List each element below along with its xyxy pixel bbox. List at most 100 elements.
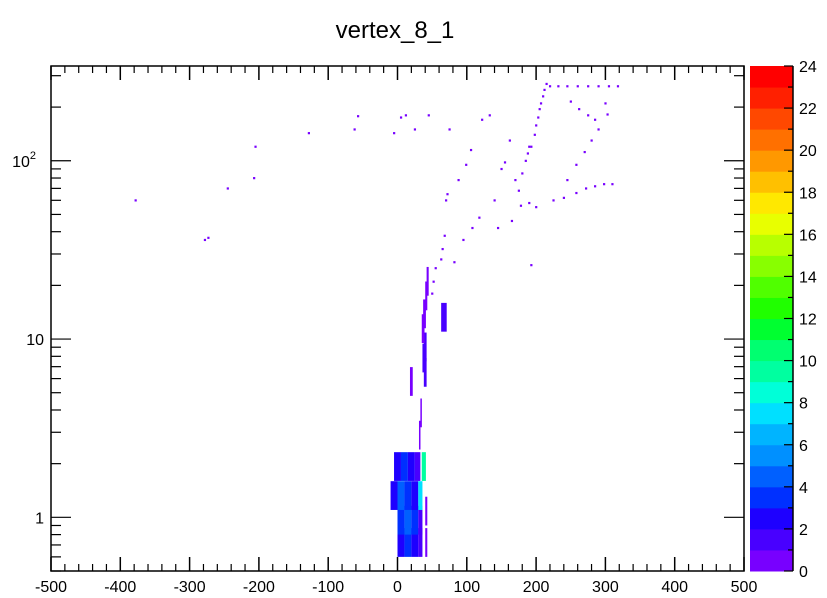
heatmap-point	[566, 85, 569, 88]
heatmap-point	[500, 167, 503, 171]
heatmap-point	[399, 116, 403, 119]
heatmap-point	[616, 85, 620, 88]
heatmap-point	[203, 238, 207, 242]
heatmap-point	[469, 148, 473, 152]
heatmap-cell	[418, 420, 421, 450]
x-tick-label: -500	[35, 579, 67, 596]
heatmap-point	[488, 114, 491, 117]
heatmap-point	[603, 183, 606, 186]
colorbar-segment	[750, 213, 793, 235]
heatmap-point	[434, 267, 437, 270]
y-tick-label: 10	[26, 332, 44, 349]
heatmap-cell	[404, 528, 412, 557]
heatmap-scatter	[134, 82, 620, 295]
heatmap-point	[471, 226, 474, 230]
colorbar-tick-label: 4	[799, 480, 808, 497]
heatmap-point	[413, 128, 417, 131]
heatmap-point	[496, 226, 500, 230]
colorbar-tick-label: 12	[799, 312, 817, 329]
colorbar-tick-label: 24	[799, 59, 817, 76]
heatmap-point	[448, 128, 451, 131]
heatmap-point	[528, 145, 531, 148]
heatmap-point	[539, 102, 543, 105]
heatmap-point	[462, 238, 465, 242]
heatmap-cell	[418, 481, 423, 510]
colorbar-tick-label: 22	[799, 101, 817, 118]
colorbar-segment	[750, 444, 793, 467]
heatmap-point	[254, 145, 257, 148]
colorbar-segment	[750, 276, 793, 298]
heatmap-point	[528, 201, 531, 205]
heatmap-point	[440, 258, 443, 261]
heatmap-point	[545, 82, 548, 86]
heatmap-point	[552, 199, 555, 202]
heatmap-point	[604, 102, 607, 105]
heatmap-point	[521, 172, 524, 175]
heatmap-cell	[409, 367, 413, 396]
colorbar-segment	[750, 66, 793, 88]
heatmap-point	[465, 163, 468, 166]
heatmap-cell	[404, 481, 412, 510]
colorbar-tick-label: 6	[799, 438, 808, 455]
heatmap-cell	[418, 528, 423, 557]
heatmap-point	[457, 178, 460, 182]
x-tick-label: 0	[393, 579, 402, 596]
heatmap-cell	[411, 505, 419, 535]
heatmap-point	[307, 132, 310, 135]
colorbar-segment	[750, 507, 793, 530]
heatmap-cell	[411, 481, 419, 510]
heatmap-point	[569, 100, 572, 103]
y-tick-label: 1	[35, 510, 44, 527]
heatmap-point	[493, 199, 496, 202]
colorbar-tick-label: 16	[799, 227, 817, 244]
heatmap-cell	[423, 357, 427, 387]
heatmap-point	[431, 292, 434, 295]
heatmap-point	[537, 116, 540, 119]
colorbar-segment	[750, 528, 793, 551]
heatmap-point	[427, 114, 430, 117]
heatmap-point	[543, 88, 546, 92]
colorbar-tick-label: 8	[799, 396, 808, 413]
heatmap-point	[207, 236, 210, 239]
heatmap-point	[404, 114, 408, 117]
heatmap-point	[393, 132, 396, 135]
colorbar-tick-label: 14	[799, 269, 817, 286]
colorbar-tick-label: 18	[799, 185, 817, 202]
heatmap-cell	[422, 343, 426, 373]
colorbar-segment	[750, 129, 793, 151]
colorbar-segment	[750, 423, 793, 446]
colorbar-segment	[750, 360, 793, 383]
y-tick-label-exponent: 2	[30, 150, 36, 162]
heatmap-cell	[404, 505, 412, 535]
heatmap-cell	[400, 452, 408, 481]
heatmap-point	[445, 199, 448, 202]
heatmap-point	[542, 95, 545, 98]
heatmap-point	[530, 264, 533, 267]
y-tick-label-base: 10	[26, 332, 44, 349]
heatmap-point	[538, 108, 541, 111]
heatmap-cell	[420, 398, 422, 428]
heatmap-point	[590, 139, 593, 142]
heatmap-cell	[397, 528, 405, 557]
y-tick-label-base: 1	[35, 510, 44, 527]
heatmap-cell	[407, 452, 415, 481]
heatmap-cells	[390, 266, 447, 557]
heatmap-cell	[426, 266, 429, 296]
heatmap-point	[514, 178, 517, 182]
heatmap-point	[535, 124, 538, 127]
heatmap-point	[356, 115, 360, 118]
heatmap-point	[481, 118, 484, 121]
heatmap-point	[353, 128, 356, 131]
heatmap-cell	[421, 314, 425, 344]
heatmap-point	[453, 261, 456, 264]
colorbar-segment	[750, 192, 793, 214]
heatmap-point	[578, 108, 581, 111]
heatmap-point	[443, 234, 446, 237]
colorbar-segment	[750, 549, 793, 572]
heatmap-point	[562, 196, 566, 199]
heatmap-point	[594, 118, 597, 121]
heatmap-cell	[425, 528, 428, 557]
heatmap-cell	[441, 302, 447, 332]
